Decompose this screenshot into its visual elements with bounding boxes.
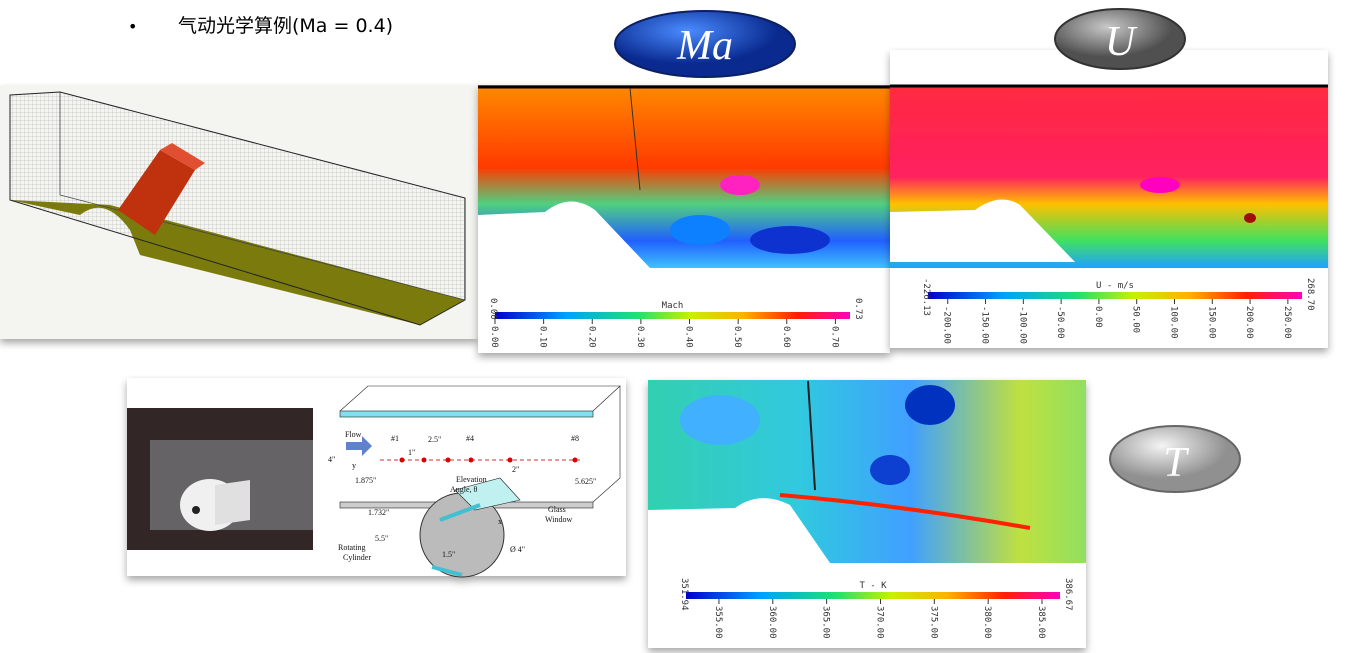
- diagram-label: Glass: [548, 505, 566, 514]
- diagram-label: 1.875": [355, 476, 376, 485]
- mach-contour: [478, 85, 890, 353]
- colorbar-tick: 365.00: [821, 606, 831, 639]
- diagram-label: 2": [512, 465, 519, 474]
- diagram-label: 5.625": [575, 477, 596, 486]
- diagram-label: Elevation: [456, 475, 487, 484]
- colorbar-tick: 0.00: [489, 326, 499, 348]
- diagram-label: 1.732": [368, 508, 389, 517]
- badge-t: T: [1109, 425, 1241, 493]
- colorbar-tick: 0.10: [538, 326, 548, 348]
- diagram-label: 1": [408, 448, 415, 457]
- experiment-figure: [127, 378, 626, 578]
- diagram-label: Cylinder: [343, 553, 371, 562]
- u-contour: [890, 50, 1328, 348]
- badge-label: Ma: [676, 23, 733, 69]
- colorbar-max: 268.70: [1305, 278, 1315, 311]
- colorbar-tick: 50.00: [1131, 306, 1141, 333]
- colorbar-title: Mach: [662, 301, 684, 311]
- colorbar-max: 0.73: [853, 298, 863, 320]
- colorbar-max: 386.67: [1063, 578, 1073, 611]
- diagram-label: Window: [545, 515, 572, 524]
- diagram-label: 1.5": [442, 550, 455, 559]
- colorbar-tick: -50.00: [1055, 306, 1065, 339]
- colorbar: [928, 292, 1302, 299]
- model-image: [0, 86, 478, 339]
- diagram-label: 5.5": [375, 534, 388, 543]
- colorbar-min: 0.00: [488, 298, 498, 320]
- t-contour: [648, 380, 1086, 648]
- bullet-text: 气动光学算例(Ma = 0.4): [178, 15, 393, 37]
- diagram-label: Flow: [345, 430, 362, 439]
- colorbar-tick: -100.00: [1017, 306, 1027, 344]
- colorbar-tick: 360.00: [767, 606, 777, 639]
- diagram-label: #8: [571, 434, 579, 443]
- badge-ma: Ma: [614, 10, 796, 78]
- badge-label: T: [1163, 440, 1189, 486]
- diagram-label: Rotating: [338, 543, 366, 552]
- colorbar-tick: 375.00: [928, 606, 938, 639]
- colorbar-tick: 0.60: [781, 326, 791, 348]
- colorbar-tick: 0.00: [1093, 306, 1103, 328]
- colorbar: [495, 312, 850, 319]
- colorbar-tick: -150.00: [980, 306, 990, 344]
- diagram-label: 4": [328, 455, 335, 464]
- colorbar-tick: 380.00: [982, 606, 992, 639]
- colorbar-tick: 0.30: [635, 326, 645, 348]
- diagram-label: Angle, θ: [450, 485, 478, 494]
- colorbar-title: T - K: [859, 581, 887, 591]
- colorbar-tick: 355.00: [713, 606, 723, 639]
- colorbar-tick: -200.00: [942, 306, 952, 344]
- diagram-label: y: [352, 461, 356, 470]
- colorbar: [686, 592, 1060, 599]
- diagram-label: Ø 4": [510, 545, 525, 554]
- diagram-label: #4: [466, 434, 474, 443]
- bullet-dot: •: [128, 17, 137, 36]
- diagram-label: #1: [391, 434, 399, 443]
- colorbar-title: U - m/s: [1096, 281, 1134, 291]
- badge-u: U: [1054, 8, 1186, 70]
- colorbar-tick: 0.20: [586, 326, 596, 348]
- colorbar-tick: 385.00: [1036, 606, 1046, 639]
- colorbar-min: 351.94: [679, 578, 689, 611]
- colorbar-tick: 200.00: [1244, 306, 1254, 339]
- colorbar-tick: 250.00: [1282, 306, 1292, 339]
- colorbar-min: -226.13: [921, 278, 931, 316]
- colorbar-tick: 0.50: [732, 326, 742, 348]
- colorbar-tick: 100.00: [1168, 306, 1178, 339]
- badge-label: U: [1105, 19, 1138, 65]
- colorbar-tick: 0.40: [684, 326, 694, 348]
- diagram-label: 2.5": [428, 435, 441, 444]
- colorbar-tick: 150.00: [1206, 306, 1216, 339]
- diagram-label: x: [498, 517, 502, 526]
- colorbar-tick: 370.00: [874, 606, 884, 639]
- colorbar-tick: 0.70: [829, 326, 839, 348]
